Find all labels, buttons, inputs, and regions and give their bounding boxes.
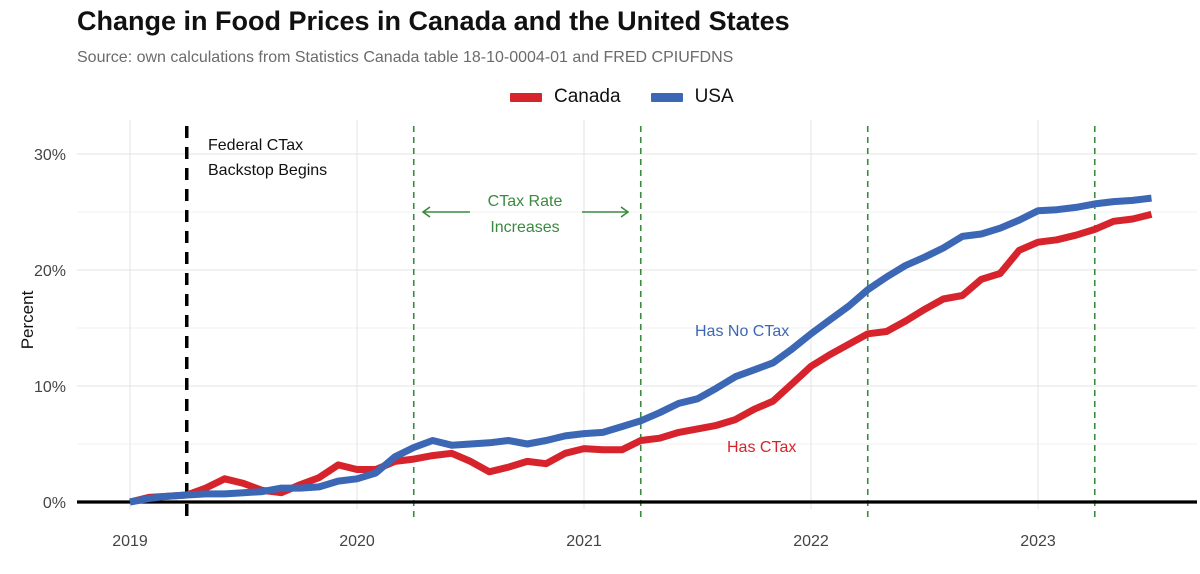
legend-label-usa: USA xyxy=(694,86,734,107)
annotation-backstop-line2: Backstop Begins xyxy=(208,162,327,179)
annotation-backstop-line1: Federal CTax xyxy=(208,137,303,154)
x-tick-label: 2023 xyxy=(1020,533,1056,550)
x-tick-label: 2022 xyxy=(793,533,829,550)
x-tick-label: 2019 xyxy=(112,533,148,550)
annotation-rate-line1: CTax Rate xyxy=(488,193,563,210)
legend-swatch-usa xyxy=(650,92,683,102)
annotation-rate-line2: Increases xyxy=(490,219,559,236)
annotation-arrow-left xyxy=(421,206,470,218)
x-tick-label: 2021 xyxy=(566,533,602,550)
legend-label-canada: Canada xyxy=(554,86,621,107)
chart-subtitle: Source: own calculations from Statistics… xyxy=(77,49,734,66)
y-tick-label: 20% xyxy=(34,263,66,280)
series-line-usa xyxy=(129,194,1152,506)
legend-item-usa: USA xyxy=(650,86,734,108)
chart-title: Change in Food Prices in Canada and the … xyxy=(77,6,790,36)
legend-swatch-canada xyxy=(510,92,542,102)
x-tick-label: 2020 xyxy=(339,533,375,550)
legend-item-canada: Canada xyxy=(510,86,621,108)
y-tick-label: 0% xyxy=(43,495,66,512)
annotation-arrow-right xyxy=(582,206,630,218)
y-tick-label: 10% xyxy=(34,379,66,396)
annotation-has-no-ctax: Has No CTax xyxy=(695,323,789,340)
y-tick-label: 30% xyxy=(34,147,66,164)
legend: Canada USA xyxy=(510,86,764,108)
annotation-has-ctax: Has CTax xyxy=(727,439,796,456)
